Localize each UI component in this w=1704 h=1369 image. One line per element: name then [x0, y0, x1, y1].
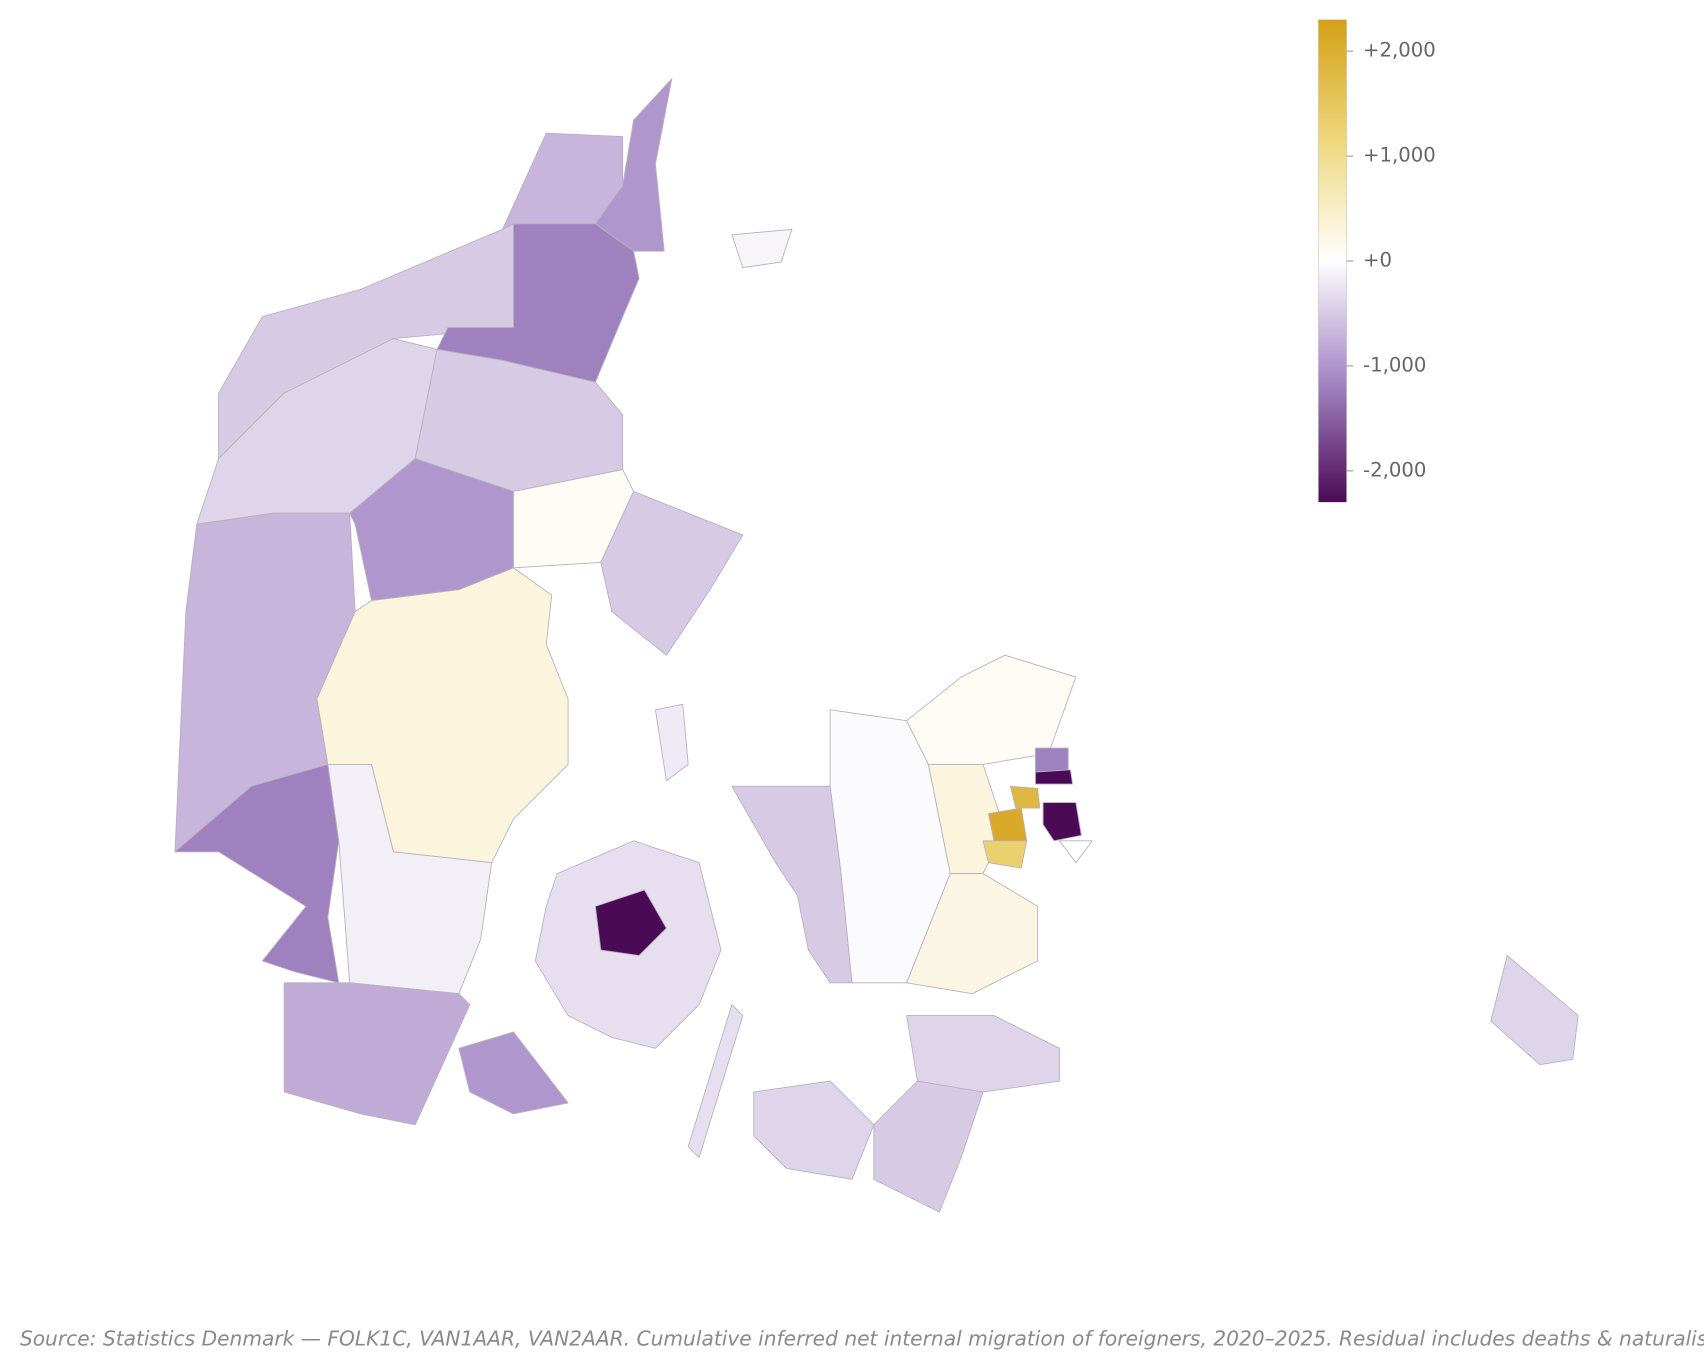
region	[1035, 747, 1069, 773]
colorbar-tick-label: +2,000	[1363, 39, 1436, 62]
colorbar-tick-label: -1,000	[1363, 353, 1426, 376]
region	[655, 703, 689, 782]
colorbar-tick-label: +1,000	[1363, 144, 1436, 167]
source-note: Source: Statistics Denmark — FOLK1C, VAN…	[20, 1326, 1704, 1350]
colorbar-tick-label: +0	[1363, 248, 1392, 271]
region	[594, 889, 667, 956]
region	[1059, 840, 1093, 864]
colorbar: +2,000 +1,000 +0 -1,000 -2,000	[1317, 19, 1436, 503]
region	[982, 840, 1028, 869]
regions	[174, 78, 1579, 1213]
region	[1042, 802, 1082, 842]
region	[327, 763, 493, 995]
region	[906, 1015, 1060, 1093]
region	[988, 807, 1028, 842]
region	[687, 1004, 744, 1158]
region	[753, 1080, 875, 1180]
region	[1490, 955, 1579, 1066]
region	[458, 1031, 569, 1115]
region	[600, 490, 744, 656]
colorbar-tick-label: -2,000	[1363, 458, 1426, 481]
region	[1035, 769, 1074, 785]
region	[283, 982, 471, 1126]
region	[1009, 785, 1041, 809]
region	[873, 1080, 984, 1213]
colorbar-bar	[1317, 19, 1348, 503]
region	[906, 873, 1039, 995]
region	[731, 228, 793, 268]
